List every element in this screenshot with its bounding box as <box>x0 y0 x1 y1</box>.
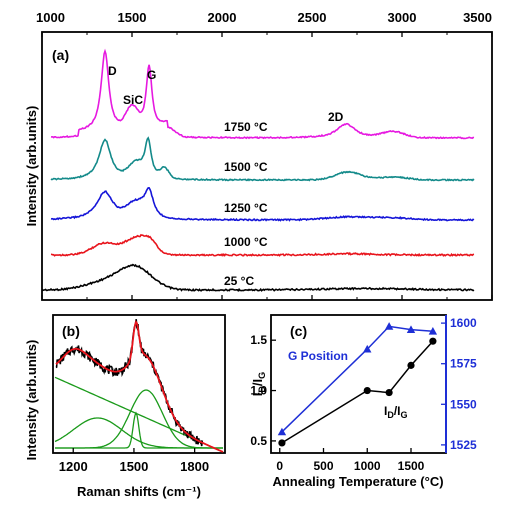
panel-a-tick-label: 1500 <box>118 10 147 25</box>
panel-a-series-line <box>50 233 475 257</box>
panel-c-series-line <box>281 325 433 433</box>
panel-b-tick-label: 1500 <box>119 459 148 474</box>
panel-c-right-tick-label: 1575 <box>450 357 477 371</box>
series-label-1500: 1500 °C <box>224 160 268 174</box>
peak-label-sic: SiC <box>123 93 143 107</box>
panel-a-series-line <box>50 48 475 140</box>
panel-c-y-tick-label: 1.5 <box>250 333 267 347</box>
panel-c-g-position-point <box>384 322 394 330</box>
panel-c-y-tick-label: 0.5 <box>250 434 267 448</box>
panel-c-x-tick-label: 1500 <box>398 459 425 473</box>
panel-b-fit-line <box>55 320 224 453</box>
panel-b-xlabel: Raman shifts (cm⁻¹) <box>77 484 201 499</box>
panel-b: 1200 1500 1800 (b) Raman shifts (cm⁻¹) Int… <box>24 314 226 499</box>
panel-a-tick-label: 3000 <box>388 10 417 25</box>
panel-b-curves <box>54 319 224 453</box>
panel-c-x-tick-label: 1000 <box>354 459 381 473</box>
peak-label-g: G <box>147 68 156 82</box>
panel-a-tick-label: 1000 <box>36 10 65 25</box>
panel-b-frame <box>52 314 226 454</box>
panel-c-g-position-point <box>363 344 372 353</box>
panel-a-series-line <box>50 136 475 182</box>
panel-c-x-tick-label: 0 <box>276 459 283 473</box>
panel-b-ticks: 1200 1500 1800 <box>59 448 209 474</box>
panel-a-series-line <box>50 186 475 222</box>
series-label-25: 25 °C <box>224 274 254 288</box>
panel-a-curves <box>41 48 475 292</box>
g-position-annotation: G Position <box>288 349 348 363</box>
panel-c-label: (c) <box>290 323 307 339</box>
peak-label-2d: 2D <box>328 110 344 124</box>
panel-a-ticks: 1000 1500 2000 2500 3000 3500 <box>36 10 493 300</box>
panel-c-series <box>277 322 438 447</box>
panel-c-ticks: 0 500 1000 1500 0.5 1.0 1.5 1525 1550 1575 1600 <box>250 316 477 473</box>
panel-a-label: (a) <box>52 47 69 63</box>
panel-b-label: (b) <box>62 323 80 339</box>
panel-c-right-tick-label: 1550 <box>450 397 477 411</box>
series-label-1750: 1750 °C <box>224 120 268 134</box>
panel-c-id-ig-point <box>407 361 415 369</box>
panel-a: 1000 1500 2000 2500 3000 3500 (a) D SiC G 2D … <box>36 10 493 301</box>
panel-c-right-tick-label: 1600 <box>450 316 477 330</box>
panel-a-series-line <box>41 263 475 292</box>
panel-c-xlabel: Annealing Temperature (°C) <box>272 474 443 489</box>
panel-c-id-ig-point <box>429 337 437 345</box>
panel-b-ylabel: Intensity (arb.units) <box>24 340 39 461</box>
panel-c-g-position-point <box>277 427 287 436</box>
series-label-1250: 1250 °C <box>224 201 268 215</box>
series-label-1000: 1000 °C <box>224 235 268 249</box>
peak-label-d: D <box>108 64 117 78</box>
panel-c-right-tick-label: 1525 <box>450 438 477 452</box>
panel-b-tick-label: 1800 <box>180 459 209 474</box>
panel-a-tick-label: 2500 <box>298 10 327 25</box>
panel-a-ylabel: Intensity (arb.units) <box>24 106 39 227</box>
panel-b-tick-label: 1200 <box>59 459 88 474</box>
panel-a-tick-label: 2000 <box>208 10 237 25</box>
panel-c-id-ig-point <box>278 439 286 447</box>
panel-a-tick-label: 3500 <box>463 10 492 25</box>
panel-c-id-ig-point <box>363 386 371 395</box>
panel-c-id-ig-point <box>385 388 393 397</box>
panel-c-g-position-point <box>428 327 438 335</box>
panel-c-y-tick-label: 1.0 <box>250 384 267 398</box>
panel-c-x-tick-label: 500 <box>313 459 333 473</box>
id-ig-annotation: ID/IG <box>384 404 408 420</box>
panel-c: 0 500 1000 1500 0.5 1.0 1.5 1525 1550 1575 1600 (c… <box>250 314 477 489</box>
panel-c-g-position-point <box>406 325 416 333</box>
